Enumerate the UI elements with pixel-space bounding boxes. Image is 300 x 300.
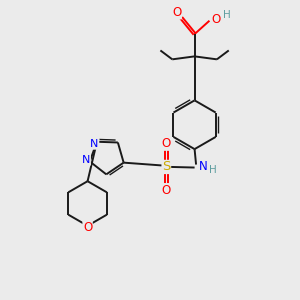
Text: S: S: [162, 160, 170, 173]
Text: H: H: [223, 11, 231, 20]
Text: N: N: [198, 160, 207, 172]
Text: O: O: [212, 13, 220, 26]
Text: N: N: [82, 155, 90, 165]
Text: O: O: [162, 137, 171, 150]
Text: O: O: [83, 221, 92, 234]
Text: O: O: [172, 6, 182, 19]
Text: N: N: [90, 139, 99, 149]
Text: H: H: [208, 165, 216, 175]
Text: O: O: [162, 184, 171, 196]
